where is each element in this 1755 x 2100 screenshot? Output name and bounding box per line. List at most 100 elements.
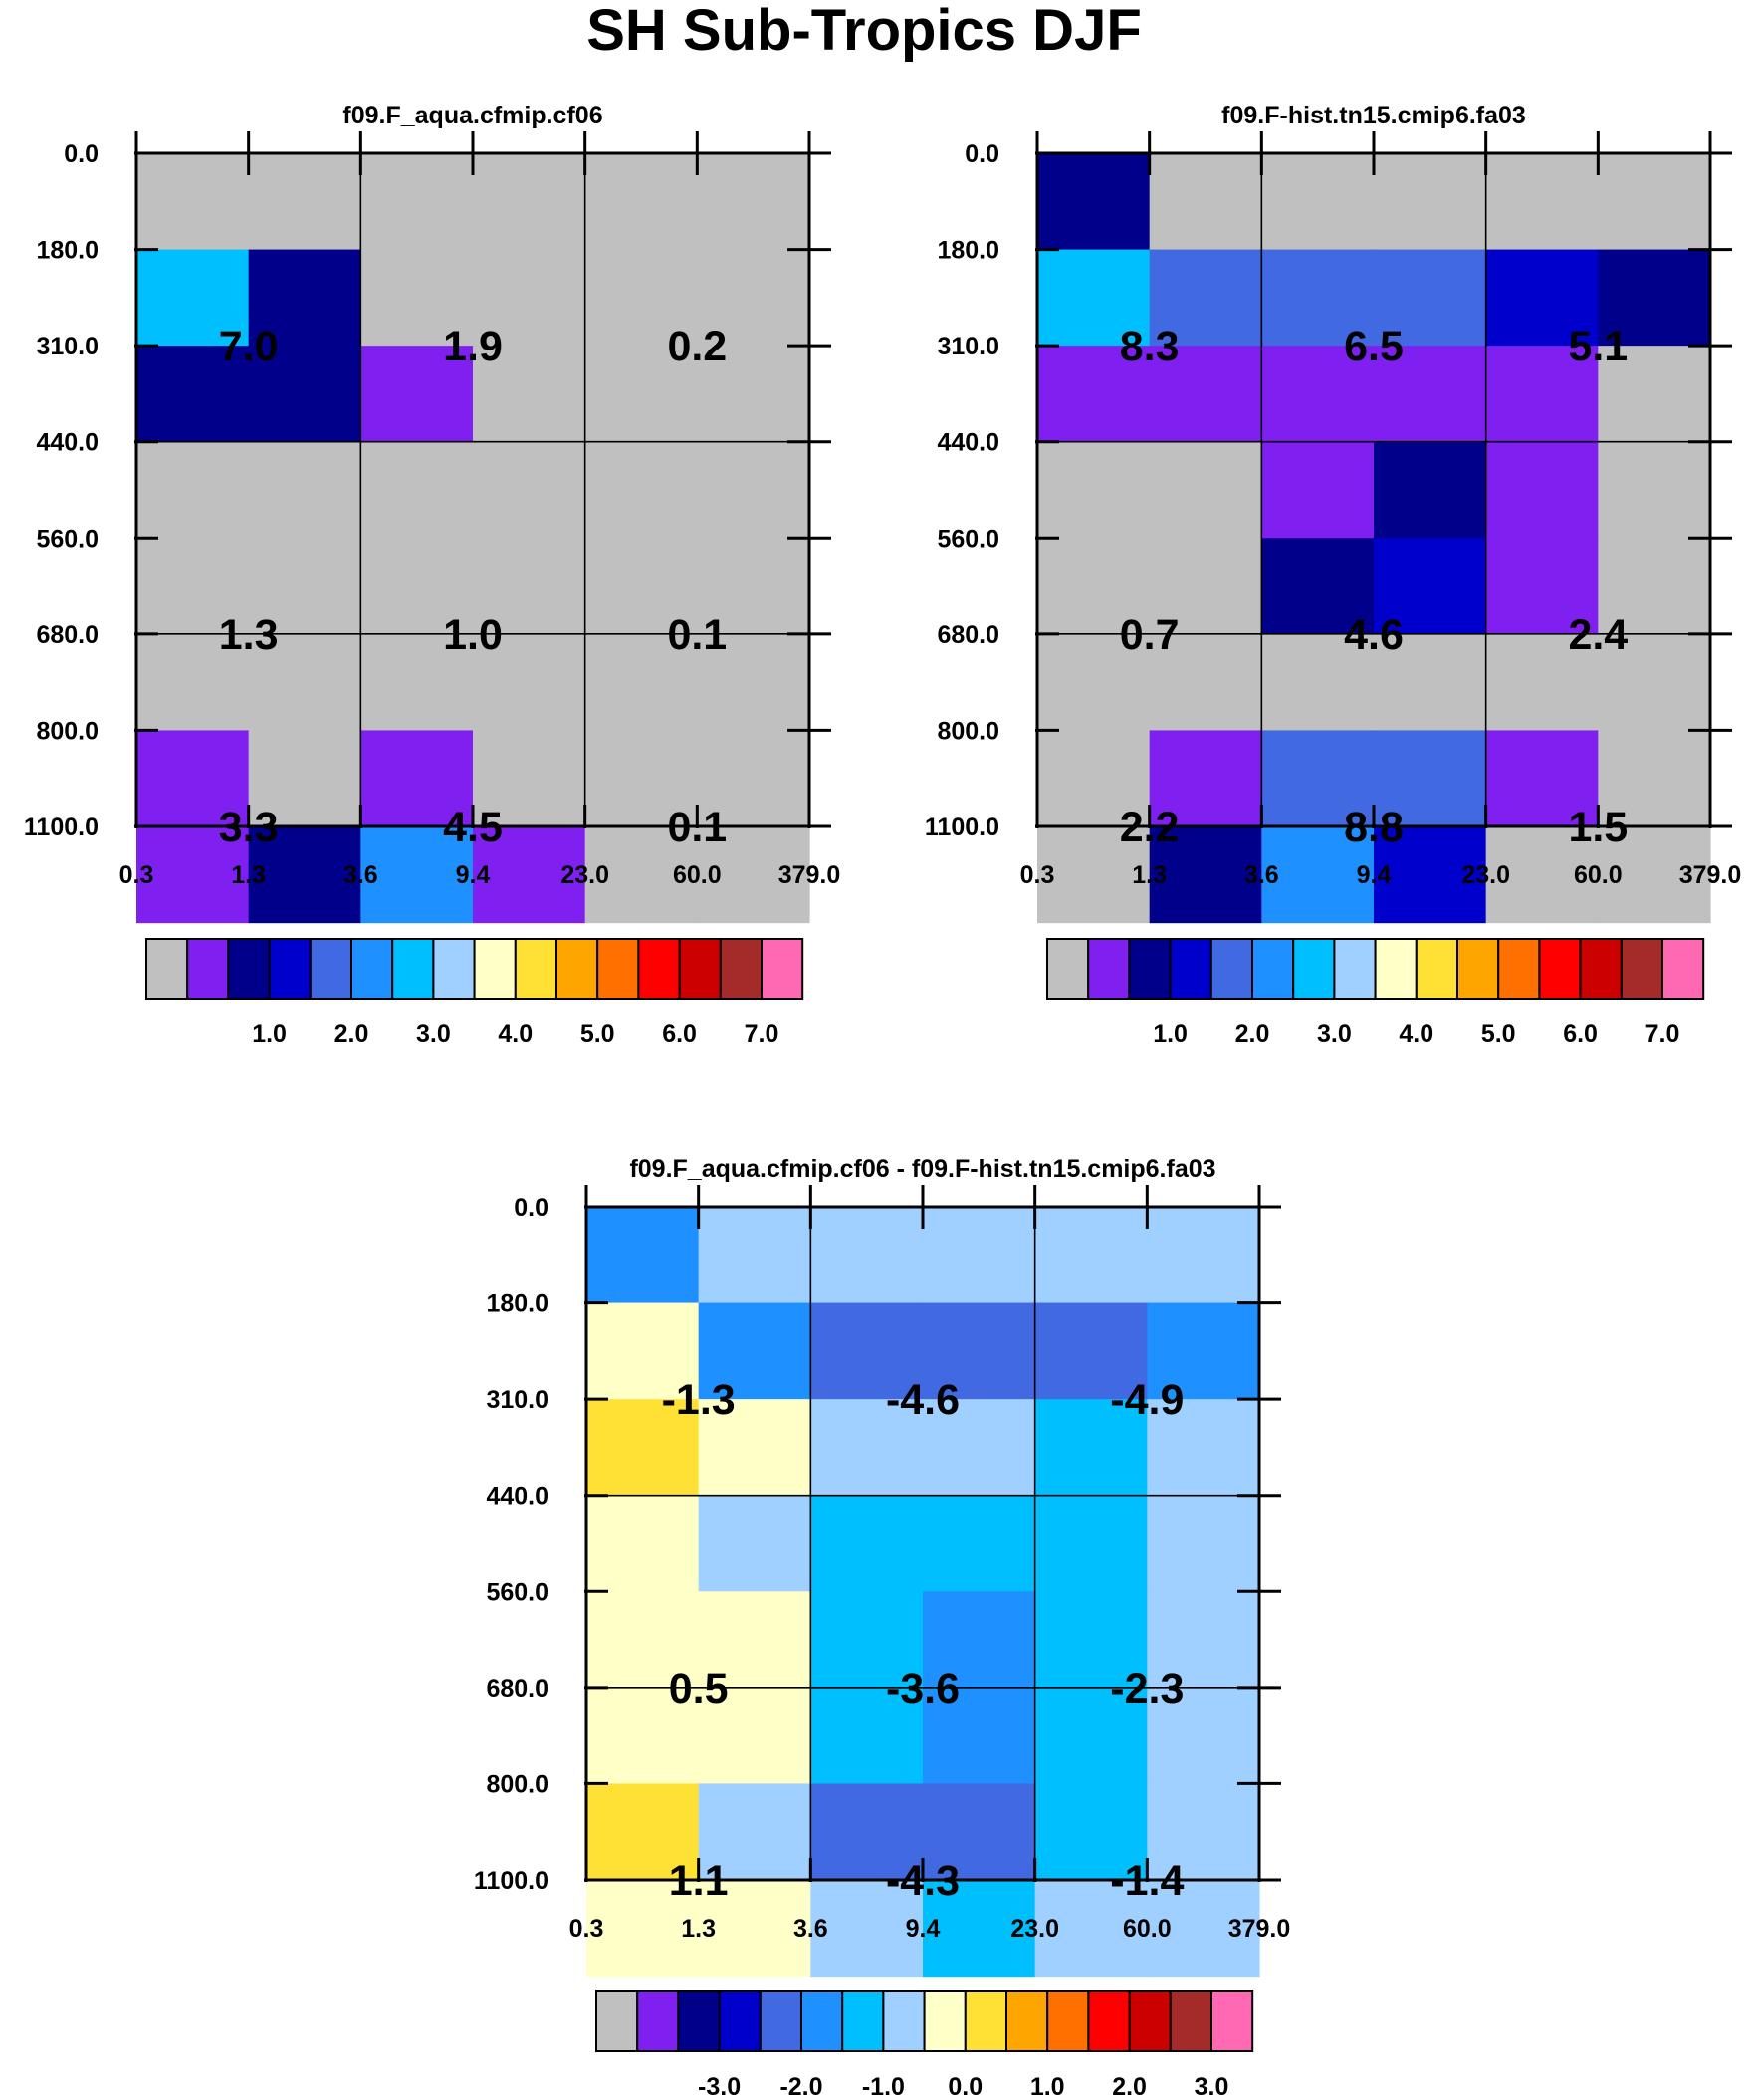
block-value-label: 1.1: [669, 1857, 729, 1905]
heatmap-cell: [810, 1591, 924, 1689]
x-tick-label: 60.0: [1123, 1915, 1172, 1943]
heatmap-cell: [698, 1207, 811, 1304]
heatmap-cell: [1598, 346, 1711, 443]
x-tick-label: 379.0: [778, 861, 841, 889]
heatmap-cell: [1374, 249, 1487, 347]
heatmap-cell: [136, 441, 250, 539]
heatmap-cell: [473, 441, 586, 539]
heatmap-cell: [1037, 826, 1151, 924]
colorbar-box: [719, 938, 763, 1000]
colorbar-label: 2.0: [1235, 1020, 1270, 1048]
y-tick-label: 180.0: [937, 237, 999, 265]
heatmap-cell: [923, 1495, 1036, 1592]
heatmap-cell: [473, 346, 586, 443]
heatmap-cell: [698, 1495, 811, 1592]
colorbar-box: [1292, 938, 1336, 1000]
block-value-label: -4.3: [886, 1857, 960, 1905]
x-tick-label: 9.4: [456, 861, 491, 889]
colorbar-label: 0.0: [948, 2073, 983, 2100]
figure-title: SH Sub-Tropics DJF: [586, 0, 1142, 63]
heatmap-cell: [1598, 441, 1711, 539]
heatmap-cell: [248, 153, 361, 251]
heatmap-cell: [584, 249, 698, 347]
block-value-label: 8.3: [1120, 323, 1180, 370]
heatmap-cell: [360, 826, 474, 924]
y-tick-label: 310.0: [937, 333, 999, 360]
colorbar-label: 1.0: [252, 1020, 287, 1048]
block-value-label: 8.8: [1344, 804, 1404, 851]
block-value-label: 5.1: [1568, 323, 1628, 370]
heatmap-cell: [1147, 1591, 1260, 1689]
heatmap-cell: [584, 538, 698, 635]
colorbar-label: 3.0: [416, 1020, 451, 1048]
heatmap-cell: [584, 730, 698, 827]
heatmap-cell: [136, 633, 250, 732]
x-tick-label: 0.3: [119, 861, 154, 889]
x-tick-label: 379.0: [1228, 1915, 1291, 1943]
heatmap-cell: [1147, 1687, 1260, 1785]
heatmap-cell: [360, 346, 474, 443]
colorbar-box: [1579, 938, 1623, 1000]
x-tick-label: 60.0: [1574, 861, 1623, 889]
heatmap-cell: [1374, 441, 1487, 539]
x-tick-label: 1.3: [681, 1915, 716, 1943]
block-value-label: 1.9: [443, 323, 503, 370]
block-value-label: 0.5: [669, 1665, 729, 1713]
heatmap-cell: [586, 1880, 700, 1978]
heatmap-cell: [473, 730, 586, 827]
heatmap-cell: [1034, 1880, 1148, 1978]
heatmap-cell: [136, 249, 250, 347]
panel-difference: f09.F_aqua.cfmip.cf06 - f09.F-hist.tn15.…: [474, 1155, 1290, 2100]
colorbar-box: [391, 938, 435, 1000]
heatmap-cell: [1149, 730, 1262, 827]
heatmap-cell: [473, 538, 586, 635]
heatmap-cell: [1598, 538, 1711, 635]
block-value-label: 1.5: [1568, 804, 1628, 851]
colorbar-box: [186, 938, 230, 1000]
heatmap-cell: [1034, 1687, 1148, 1785]
block-value-label: 0.1: [667, 804, 727, 851]
colorbar-box: [268, 938, 312, 1000]
heatmap-cell: [1147, 1495, 1260, 1592]
colorbar-label: 2.0: [1112, 2073, 1147, 2100]
heatmap-cell: [1485, 633, 1599, 732]
heatmap-cell: [1149, 346, 1262, 443]
heatmap-cell: [698, 1302, 811, 1400]
heatmap-cell: [473, 153, 586, 251]
heatmap-cell: [248, 730, 361, 827]
heatmap-cell: [360, 633, 474, 732]
heatmap-cell: [1149, 633, 1262, 732]
y-tick-label: 180.0: [36, 237, 99, 265]
heatmap-cell: [584, 346, 698, 443]
heatmap-cell: [473, 826, 586, 924]
heatmap-cell: [136, 346, 250, 443]
block-value-label: -4.6: [886, 1376, 960, 1424]
heatmap-cell: [698, 1880, 811, 1978]
heatmap-cell: [1149, 538, 1262, 635]
heatmap-cell: [1037, 249, 1151, 347]
block-value-label: 0.2: [667, 323, 727, 370]
heatmap-cell: [1261, 633, 1375, 732]
heatmap-cell: [1147, 1399, 1260, 1497]
heatmap-cell: [586, 1687, 700, 1785]
heatmap-cell: [1261, 730, 1375, 827]
heatmap-cell: [1147, 1302, 1260, 1400]
heatmap-cell: [698, 1687, 811, 1785]
heatmap-cell: [1485, 346, 1599, 443]
colorbar-label: 6.0: [1563, 1020, 1598, 1048]
heatmap-cell: [1261, 441, 1375, 539]
y-tick-label: 680.0: [36, 621, 99, 649]
heatmap-cell: [1485, 538, 1599, 635]
heatmap-cell: [586, 1399, 700, 1497]
heatmap-cell: [923, 1687, 1036, 1785]
colorbar-box: [761, 938, 804, 1000]
y-tick-label: 560.0: [36, 525, 99, 553]
heatmap-cell: [1261, 826, 1375, 924]
heatmap-cell: [136, 538, 250, 635]
heatmap-cell: [1485, 153, 1599, 251]
panel-title: f09.F_aqua.cfmip.cf06: [342, 102, 602, 129]
colorbar-box: [1497, 938, 1541, 1000]
block-value-label: -1.3: [662, 1376, 736, 1424]
y-tick-label: 0.0: [514, 1194, 548, 1222]
heatmap-cell: [923, 1207, 1036, 1304]
